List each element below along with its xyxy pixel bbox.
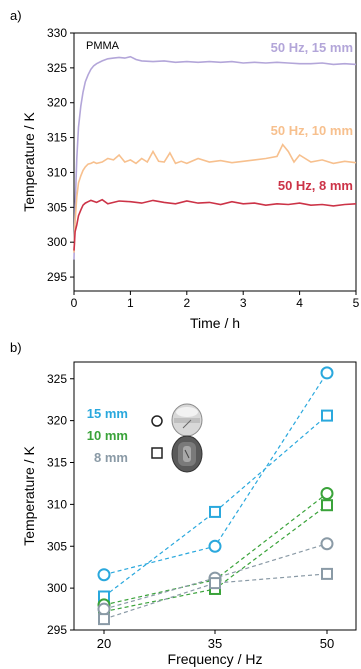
panel-b-x-ticks: 20 35 50 bbox=[97, 630, 334, 651]
y-tick-label: 320 bbox=[47, 414, 67, 428]
series-line-0 bbox=[73, 55, 357, 260]
y-tick-label: 325 bbox=[47, 61, 67, 75]
legend-label-10mm: 50 Hz, 10 mm bbox=[271, 123, 353, 138]
y-tick-label: 305 bbox=[47, 200, 67, 214]
panel-b: b) 20 35 50 295 300 305 310 315 320 325 15 mm 10… bbox=[10, 340, 357, 667]
annotation-pmma: PMMA bbox=[86, 40, 120, 52]
panel-a-y-ticks: 295 300 305 310 315 320 325 330 bbox=[47, 26, 74, 284]
y-tick-label: 300 bbox=[47, 581, 67, 595]
circle-marker bbox=[320, 366, 334, 380]
square-marker bbox=[321, 499, 333, 512]
panel-a-label: a) bbox=[10, 8, 22, 23]
panel-b-markers bbox=[97, 366, 334, 626]
y-tick-label: 305 bbox=[47, 539, 67, 553]
square-marker bbox=[321, 409, 333, 422]
y-tick-label: 300 bbox=[47, 235, 67, 249]
panel-b-x-axis-label: Frequency / Hz bbox=[168, 651, 263, 667]
square-marker bbox=[98, 613, 110, 626]
series-line-1 bbox=[73, 143, 357, 253]
x-tick-label: 35 bbox=[208, 636, 222, 651]
y-tick-label: 330 bbox=[47, 26, 67, 40]
y-tick-label: 295 bbox=[47, 270, 67, 284]
y-tick-label: 310 bbox=[47, 165, 67, 179]
legend-8mm: 8 mm bbox=[94, 450, 128, 465]
y-tick-label: 295 bbox=[47, 623, 67, 637]
legend-10mm: 10 mm bbox=[87, 428, 128, 443]
panel-a-y-axis-label: Temperature / K bbox=[21, 112, 37, 212]
panel-b-label: b) bbox=[10, 340, 22, 355]
x-tick-label: 4 bbox=[296, 296, 303, 310]
series-line-2 bbox=[73, 198, 357, 251]
panel-a-x-axis-label: Time / h bbox=[190, 315, 240, 331]
circle-marker bbox=[320, 537, 334, 551]
y-tick-label: 320 bbox=[47, 96, 67, 110]
panel-b-y-ticks: 295 300 305 310 315 320 325 bbox=[47, 372, 74, 637]
x-tick-label: 5 bbox=[353, 296, 360, 310]
x-tick-label: 50 bbox=[320, 636, 334, 651]
panel-a-x-ticks: 0 1 2 3 4 5 bbox=[71, 291, 360, 310]
square-marker bbox=[209, 505, 221, 518]
y-tick-label: 315 bbox=[47, 456, 67, 470]
circle-marker bbox=[97, 602, 111, 616]
y-tick-label: 315 bbox=[47, 131, 67, 145]
square-marker bbox=[209, 577, 221, 590]
panel-a-series bbox=[73, 55, 357, 260]
circle-marker bbox=[97, 568, 111, 582]
y-tick-label: 310 bbox=[47, 497, 67, 511]
dashed-line-5 bbox=[103, 573, 328, 620]
y-tick-label: 325 bbox=[47, 372, 67, 386]
dashed-line-3 bbox=[103, 504, 328, 613]
legend-label-15mm: 50 Hz, 15 mm bbox=[271, 40, 353, 55]
x-tick-label: 1 bbox=[127, 296, 134, 310]
circle-marker bbox=[320, 486, 334, 500]
x-tick-label: 0 bbox=[71, 296, 78, 310]
legend-15mm: 15 mm bbox=[87, 406, 128, 421]
x-tick-label: 20 bbox=[97, 636, 111, 651]
device-photo-ball-icon bbox=[171, 403, 203, 437]
device-photo-jar-icon bbox=[171, 435, 203, 473]
circle-marker bbox=[208, 539, 222, 553]
legend-square-marker bbox=[151, 447, 163, 459]
legend-label-8mm: 50 Hz, 8 mm bbox=[278, 178, 353, 193]
dashed-line-1 bbox=[103, 415, 328, 597]
x-tick-label: 2 bbox=[183, 296, 190, 310]
panel-b-y-axis-label: Temperature / K bbox=[21, 446, 37, 546]
square-marker bbox=[321, 567, 333, 580]
legend-circle-marker bbox=[151, 415, 163, 427]
x-tick-label: 3 bbox=[240, 296, 247, 310]
